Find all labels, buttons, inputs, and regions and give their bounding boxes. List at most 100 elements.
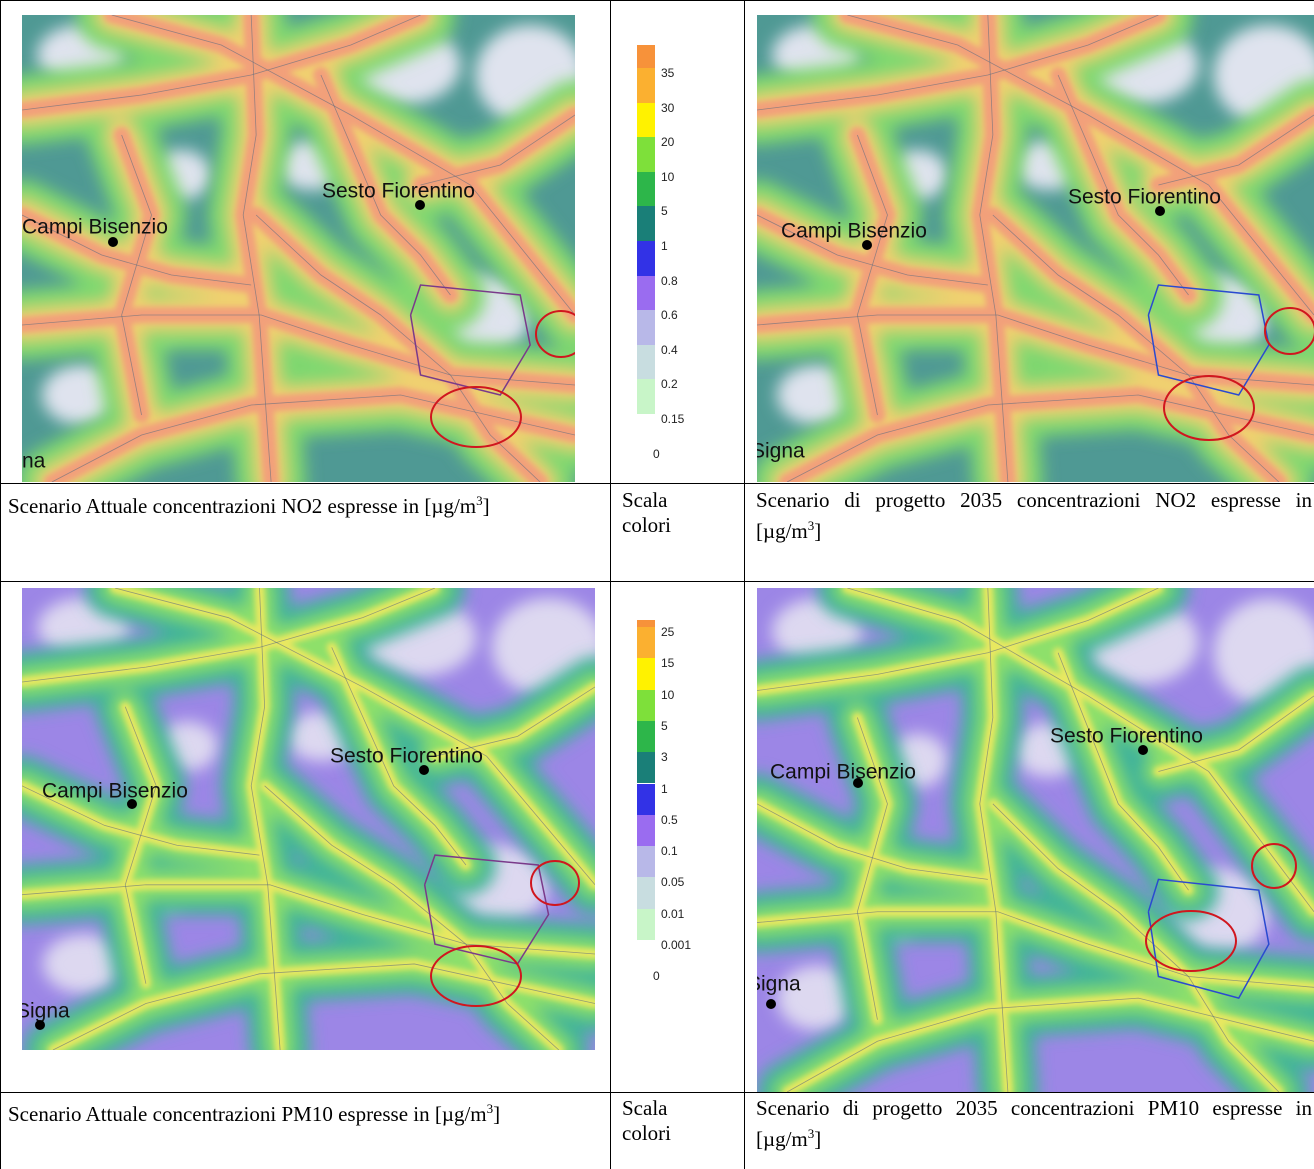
scale-label: 0.01 (661, 907, 684, 921)
caption: Scenario di progetto 2035 concentrazioni… (756, 1096, 1312, 1152)
place-label: Signa (757, 973, 801, 996)
caption-text: ] (814, 1127, 821, 1151)
scale-swatch (637, 909, 655, 940)
scale-swatch (637, 658, 655, 689)
caption: Scenario Attuale concentrazioni NO2 espr… (8, 488, 596, 519)
scale-swatch (637, 310, 655, 345)
map: Sesto Fiorentino Campi Bisenzio na (22, 15, 575, 482)
caption-text: Scenario di progetto 2035 concentrazioni… (756, 488, 1312, 543)
scale-swatch (637, 627, 655, 658)
scale-label: 35 (661, 66, 674, 80)
scale-label: 5 (661, 719, 668, 733)
page: Sesto Fiorentino Campi Bisenzio na Sesto F… (0, 0, 1314, 1169)
place-dot (1155, 206, 1165, 216)
border (0, 1092, 1314, 1093)
scale-swatch (637, 103, 655, 138)
scale-label: 0.2 (661, 377, 678, 391)
scale-label: 20 (661, 135, 674, 149)
scale-swatch (637, 345, 655, 380)
border (0, 581, 1314, 582)
scale-swatch (637, 68, 655, 103)
scale-label: 0.15 (661, 412, 684, 426)
caption-text: Scenario di progetto 2035 concentrazioni… (756, 1096, 1312, 1151)
scale-label: 5 (661, 204, 668, 218)
scale-swatch (637, 815, 655, 846)
place-label: Campi Bisenzio (781, 220, 927, 243)
place-dot (419, 765, 429, 775)
place-dot (862, 240, 872, 250)
map: Sesto Fiorentino Campi Bisenzio Signa (757, 15, 1314, 482)
scale-swatch (637, 414, 655, 449)
place-label: na (22, 450, 46, 473)
scale-swatch (637, 752, 655, 783)
place-dot (35, 1020, 45, 1030)
caption-text: Scenario Attuale concentrazioni PM10 esp… (8, 1102, 487, 1126)
scale-label: 0.8 (661, 274, 678, 288)
scale-swatch (637, 721, 655, 752)
scale-label: 25 (661, 625, 674, 639)
place-dot (108, 237, 118, 247)
caption-text: ] (493, 1102, 500, 1126)
place-dot (853, 778, 863, 788)
scale-swatch (637, 137, 655, 172)
scale-swatch (637, 690, 655, 721)
place-label: Sesto Fiorentino (330, 745, 483, 768)
border (610, 0, 611, 1169)
border (0, 0, 1314, 1)
place-label: Campi Bisenzio (770, 761, 916, 784)
color-scale: 35 30 20 10 5 1 0.8 0.6 0.4 0.2 0.15 0 (637, 45, 737, 465)
scale-swatch (637, 877, 655, 908)
caption-text: Scala colori (622, 1096, 671, 1145)
scale-label: 0.6 (661, 308, 678, 322)
scale-label: 0.4 (661, 343, 678, 357)
border (0, 483, 1314, 484)
scale-label: 0.1 (661, 844, 678, 858)
place-dot (766, 999, 776, 1009)
scale-swatch (637, 379, 655, 414)
place-label: Sesto Fiorentino (322, 180, 475, 203)
scale-swatch (637, 846, 655, 877)
scale-swatch (637, 172, 655, 207)
scale-label: 0 (653, 969, 660, 983)
map: Sesto Fiorentino Campi Bisenzio Signa (22, 588, 595, 1050)
scale-label: 3 (661, 750, 668, 764)
caption: Scenario di progetto 2035 concentrazioni… (756, 488, 1312, 544)
caption-text: Scala colori (622, 488, 671, 537)
place-dot (127, 799, 137, 809)
border (0, 0, 1, 1169)
scale-label: 15 (661, 656, 674, 670)
scale-label: 1 (661, 239, 668, 253)
scale-label: 0.001 (661, 938, 691, 952)
scale-label: 30 (661, 101, 674, 115)
color-scale: 25 15 10 5 3 1 0.5 0.1 0.05 0.01 0.001 0 (637, 620, 737, 980)
caption: Scala colori (622, 488, 692, 538)
scale-label: 0 (653, 447, 660, 461)
caption-text: ] (483, 494, 490, 518)
place-label: Sesto Fiorentino (1050, 725, 1203, 748)
place-label: Signa (22, 1000, 70, 1023)
scale-swatch (637, 940, 655, 971)
scale-label: 0.5 (661, 813, 678, 827)
place-label: Sesto Fiorentino (1068, 186, 1221, 209)
border (744, 0, 745, 1169)
scale-label: 10 (661, 688, 674, 702)
place-dot (1138, 745, 1148, 755)
place-dot (415, 200, 425, 210)
scale-swatch (637, 241, 655, 276)
scale-label: 1 (661, 782, 668, 796)
map: Sesto Fiorentino Campi Bisenzio Signa (757, 588, 1314, 1092)
scale-label: 10 (661, 170, 674, 184)
caption: Scenario Attuale concentrazioni PM10 esp… (8, 1096, 596, 1127)
place-label: Campi Bisenzio (22, 216, 168, 239)
scale-swatch (637, 276, 655, 311)
caption: Scala colori (622, 1096, 692, 1146)
scale-label: 0.05 (661, 875, 684, 889)
place-label: Campi Bisenzio (42, 780, 188, 803)
caption-text: ] (814, 519, 821, 543)
scale-swatch (637, 206, 655, 241)
caption-text: Scenario Attuale concentrazioni NO2 espr… (8, 494, 476, 518)
scale-swatch (637, 45, 655, 68)
scale-swatch (637, 620, 655, 627)
place-label: Signa (757, 440, 805, 463)
scale-swatch (637, 784, 655, 815)
